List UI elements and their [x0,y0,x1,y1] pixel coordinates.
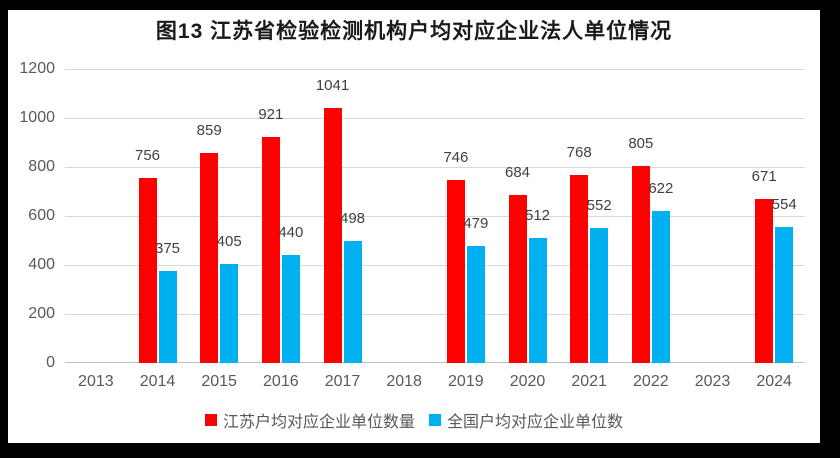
gridline [65,313,805,315]
bar-jiangsu-2014 [138,177,157,363]
x-tick-label-2013: 2013 [78,373,114,390]
x-tick-label-2022: 2022 [633,373,669,390]
bar-jiangsu-2024 [755,198,774,363]
data-label-national-2019: 479 [463,214,489,232]
y-tick-label: 600 [28,207,55,224]
x-tick-label-2019: 2019 [448,373,484,390]
bar-jiangsu-2015 [200,152,219,363]
legend-label-national: 全国户均对应企业单位数 [447,414,624,431]
data-label-jiangsu-2020: 684 [504,164,531,182]
data-label-jiangsu-2015: 859 [196,121,222,139]
bar-national-2019 [466,245,485,363]
x-tick-label-2017: 2017 [324,373,361,390]
x-tick-label-2021: 2021 [571,373,607,390]
bar-national-2020 [528,237,547,363]
data-label-national-2016: 440 [278,224,304,242]
bar-national-2021 [590,227,609,363]
y-tick-label: 400 [28,256,55,273]
bar-national-2015 [220,263,239,363]
data-label-national-2021: 552 [586,196,612,214]
legend-item-jiangsu: 江苏户均对应企业单位数量 [204,408,415,432]
data-label-jiangsu-2016: 921 [258,106,284,124]
y-tick-label: 200 [28,305,55,322]
bar-jiangsu-2019 [446,180,465,363]
data-label-jiangsu-2022: 805 [628,134,654,152]
data-label-national-2015: 405 [216,232,242,250]
legend-swatch-national-icon [429,414,441,426]
x-tick-label-2023: 2023 [694,373,731,390]
data-label-jiangsu-2014: 756 [134,146,161,164]
legend: 江苏户均对应企业单位数量 全国户均对应企业单位数 [8,408,820,432]
legend-item-national: 全国户均对应企业单位数 [429,408,623,432]
bar-jiangsu-2017 [323,107,342,363]
gridline [65,264,805,266]
x-axis: 2013 2014 2015 2016 2017 2018 2019 2020 2021 2022… [65,373,805,395]
bar-national-2016 [281,255,300,363]
y-tick-label: 0 [46,354,55,371]
bar-jiangsu-2021 [570,174,589,363]
gridline [65,215,805,217]
y-tick-label: 800 [28,158,55,175]
gridline [65,68,805,70]
data-label-national-2024: 554 [771,196,797,214]
y-tick-label: 1200 [19,60,55,77]
data-label-national-2022: 622 [648,179,674,197]
x-axis-line [65,362,805,363]
data-label-national-2014: 375 [154,240,181,258]
x-tick-label-2018: 2018 [386,373,422,390]
legend-swatch-jiangsu-icon [204,414,217,426]
chart-title: 图13 江苏省检验检测机构户均对应企业法人单位情况 [155,20,673,43]
x-tick-label-2015: 2015 [201,373,237,390]
data-label-jiangsu-2024: 671 [751,167,777,185]
bar-national-2014 [158,271,177,363]
x-tick-label-2024: 2024 [756,373,792,390]
chart-card: 图13 江苏省检验检测机构户均对应企业法人单位情况 0 200 400 600 800 1… [8,10,820,443]
bar-jiangsu-2020 [508,195,527,363]
x-tick-label-2016: 2016 [263,373,299,390]
bar-national-2024 [775,227,794,363]
bar-jiangsu-2016 [261,137,280,363]
data-label-national-2017: 498 [339,209,366,227]
bar-jiangsu-2022 [631,165,650,363]
legend-label-jiangsu: 江苏户均对应企业单位数量 [222,414,415,431]
plot-area: 756 859 921 1041 746 684 768 805 671 375 405 440 498… [65,68,805,363]
gridline [65,166,805,168]
data-label-national-2020: 512 [524,206,551,224]
x-tick-label-2020: 2020 [509,373,546,390]
x-tick-label-2014: 2014 [139,373,176,390]
data-label-jiangsu-2017: 1041 [315,76,350,94]
gridline [65,117,805,119]
data-label-jiangsu-2019: 746 [443,149,469,167]
y-tick-label: 1000 [19,109,55,126]
bar-national-2022 [651,210,670,363]
data-label-jiangsu-2021: 768 [566,143,592,161]
bar-national-2017 [343,241,362,363]
